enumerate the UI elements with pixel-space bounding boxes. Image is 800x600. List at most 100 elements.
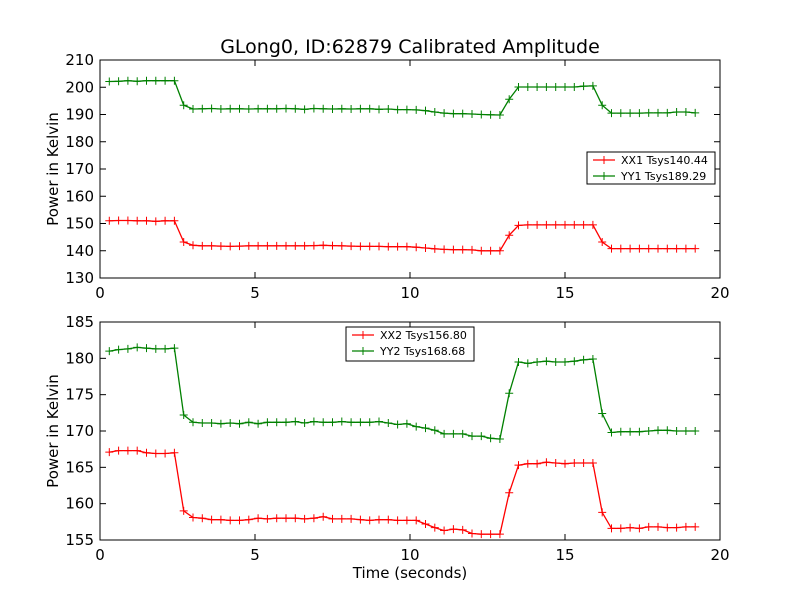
data-point-marker bbox=[133, 446, 142, 455]
data-point-marker bbox=[263, 514, 272, 523]
data-point-marker bbox=[179, 411, 188, 420]
data-point-marker bbox=[654, 426, 662, 435]
data-point-marker bbox=[263, 241, 272, 250]
data-point-marker bbox=[449, 109, 458, 118]
data-point-marker bbox=[337, 417, 346, 426]
data-point-marker bbox=[495, 434, 504, 443]
data-point-marker bbox=[365, 104, 374, 113]
data-point-marker bbox=[151, 76, 160, 85]
data-point-marker bbox=[607, 524, 616, 533]
data-point-marker bbox=[505, 231, 514, 240]
data-point-marker bbox=[542, 357, 551, 366]
data-point-marker bbox=[402, 105, 411, 114]
data-point-marker bbox=[468, 432, 476, 441]
top-subplot: 0 5 10 15 20 130 140 150 160 170 180 190 200 210 Power… bbox=[44, 51, 730, 302]
data-point-marker bbox=[347, 514, 356, 523]
y-tick-label: 210 bbox=[65, 51, 94, 69]
data-point-marker bbox=[672, 108, 681, 117]
data-point-marker bbox=[449, 525, 458, 534]
y-tick-label: 200 bbox=[65, 78, 94, 96]
data-point-marker bbox=[189, 513, 197, 522]
data-point-marker bbox=[384, 515, 393, 524]
data-point-marker bbox=[235, 104, 244, 113]
data-point-marker bbox=[328, 241, 337, 250]
x-tick-label: 20 bbox=[710, 284, 729, 302]
data-point-marker bbox=[393, 105, 402, 114]
data-point-marker bbox=[189, 241, 197, 250]
data-point-marker bbox=[430, 426, 439, 435]
y-tick-label: 180 bbox=[65, 349, 94, 367]
data-point-marker bbox=[226, 242, 235, 251]
data-point-marker bbox=[151, 449, 160, 458]
legend-marker bbox=[359, 347, 367, 355]
data-point-marker bbox=[170, 76, 179, 85]
data-point-marker bbox=[207, 104, 216, 113]
data-point-marker bbox=[588, 355, 597, 364]
data-point-marker bbox=[570, 220, 579, 229]
data-point-marker bbox=[291, 417, 300, 426]
data-point-marker bbox=[477, 110, 486, 119]
data-point-marker bbox=[123, 344, 132, 353]
data-point-marker bbox=[272, 241, 281, 250]
data-point-marker bbox=[347, 418, 356, 427]
data-point-marker bbox=[672, 244, 681, 253]
data-point-marker bbox=[505, 488, 514, 497]
legend-label: YY1 Tsys189.29 bbox=[620, 170, 706, 183]
data-point-marker bbox=[598, 101, 607, 110]
data-point-marker bbox=[272, 418, 281, 427]
data-point-marker bbox=[486, 434, 495, 443]
data-point-marker bbox=[681, 522, 690, 531]
y-axis-label: Power in Kelvin bbox=[44, 112, 62, 226]
data-point-marker bbox=[635, 109, 644, 118]
x-tick-label: 15 bbox=[555, 284, 574, 302]
data-point-marker bbox=[440, 429, 449, 438]
data-point-marker bbox=[691, 108, 700, 117]
data-point-marker bbox=[207, 419, 216, 428]
data-point-marker bbox=[607, 244, 616, 253]
y-tick-label: 170 bbox=[65, 160, 94, 178]
data-point-marker bbox=[142, 448, 151, 457]
data-point-marker bbox=[365, 242, 374, 251]
data-point-marker bbox=[430, 244, 439, 253]
data-point-marker bbox=[356, 515, 365, 524]
data-point-marker bbox=[551, 357, 560, 366]
data-point-marker bbox=[151, 217, 160, 226]
data-point-marker bbox=[291, 104, 300, 113]
data-point-marker bbox=[198, 514, 207, 523]
data-point-marker bbox=[635, 427, 644, 436]
data-point-marker bbox=[523, 220, 532, 229]
data-point-marker bbox=[244, 515, 253, 524]
data-point-marker bbox=[626, 109, 635, 118]
data-point-marker bbox=[626, 244, 635, 253]
data-point-marker bbox=[254, 514, 263, 523]
data-point-marker bbox=[309, 104, 318, 113]
data-point-marker bbox=[216, 419, 225, 428]
data-point-marker bbox=[616, 427, 625, 436]
data-point-marker bbox=[170, 216, 179, 225]
data-point-marker bbox=[663, 244, 672, 253]
series-line-0-1 bbox=[109, 80, 696, 116]
data-point-marker bbox=[523, 82, 532, 91]
x-tick-label: 15 bbox=[555, 546, 574, 564]
data-point-marker bbox=[440, 526, 449, 535]
data-point-marker bbox=[551, 458, 560, 467]
data-point-marker bbox=[533, 220, 542, 229]
data-point-marker bbox=[495, 530, 504, 539]
data-point-marker bbox=[356, 418, 365, 427]
data-point-marker bbox=[570, 357, 579, 366]
series-line-1-1 bbox=[109, 346, 696, 440]
data-point-marker bbox=[375, 242, 383, 251]
x-axis-label: Time (seconds) bbox=[352, 564, 468, 582]
legend-label: YY2 Tsys168.68 bbox=[379, 345, 465, 358]
data-point-marker bbox=[337, 514, 346, 523]
y-tick-label: 165 bbox=[65, 458, 94, 476]
data-point-marker bbox=[291, 241, 300, 250]
data-point-marker bbox=[244, 418, 253, 427]
data-point-marker bbox=[189, 418, 197, 427]
data-point-marker bbox=[551, 82, 560, 91]
data-point-marker bbox=[616, 524, 625, 533]
data-point-marker bbox=[477, 246, 486, 255]
data-point-marker bbox=[161, 449, 170, 458]
data-point-marker bbox=[244, 105, 253, 114]
data-point-marker bbox=[402, 242, 411, 251]
